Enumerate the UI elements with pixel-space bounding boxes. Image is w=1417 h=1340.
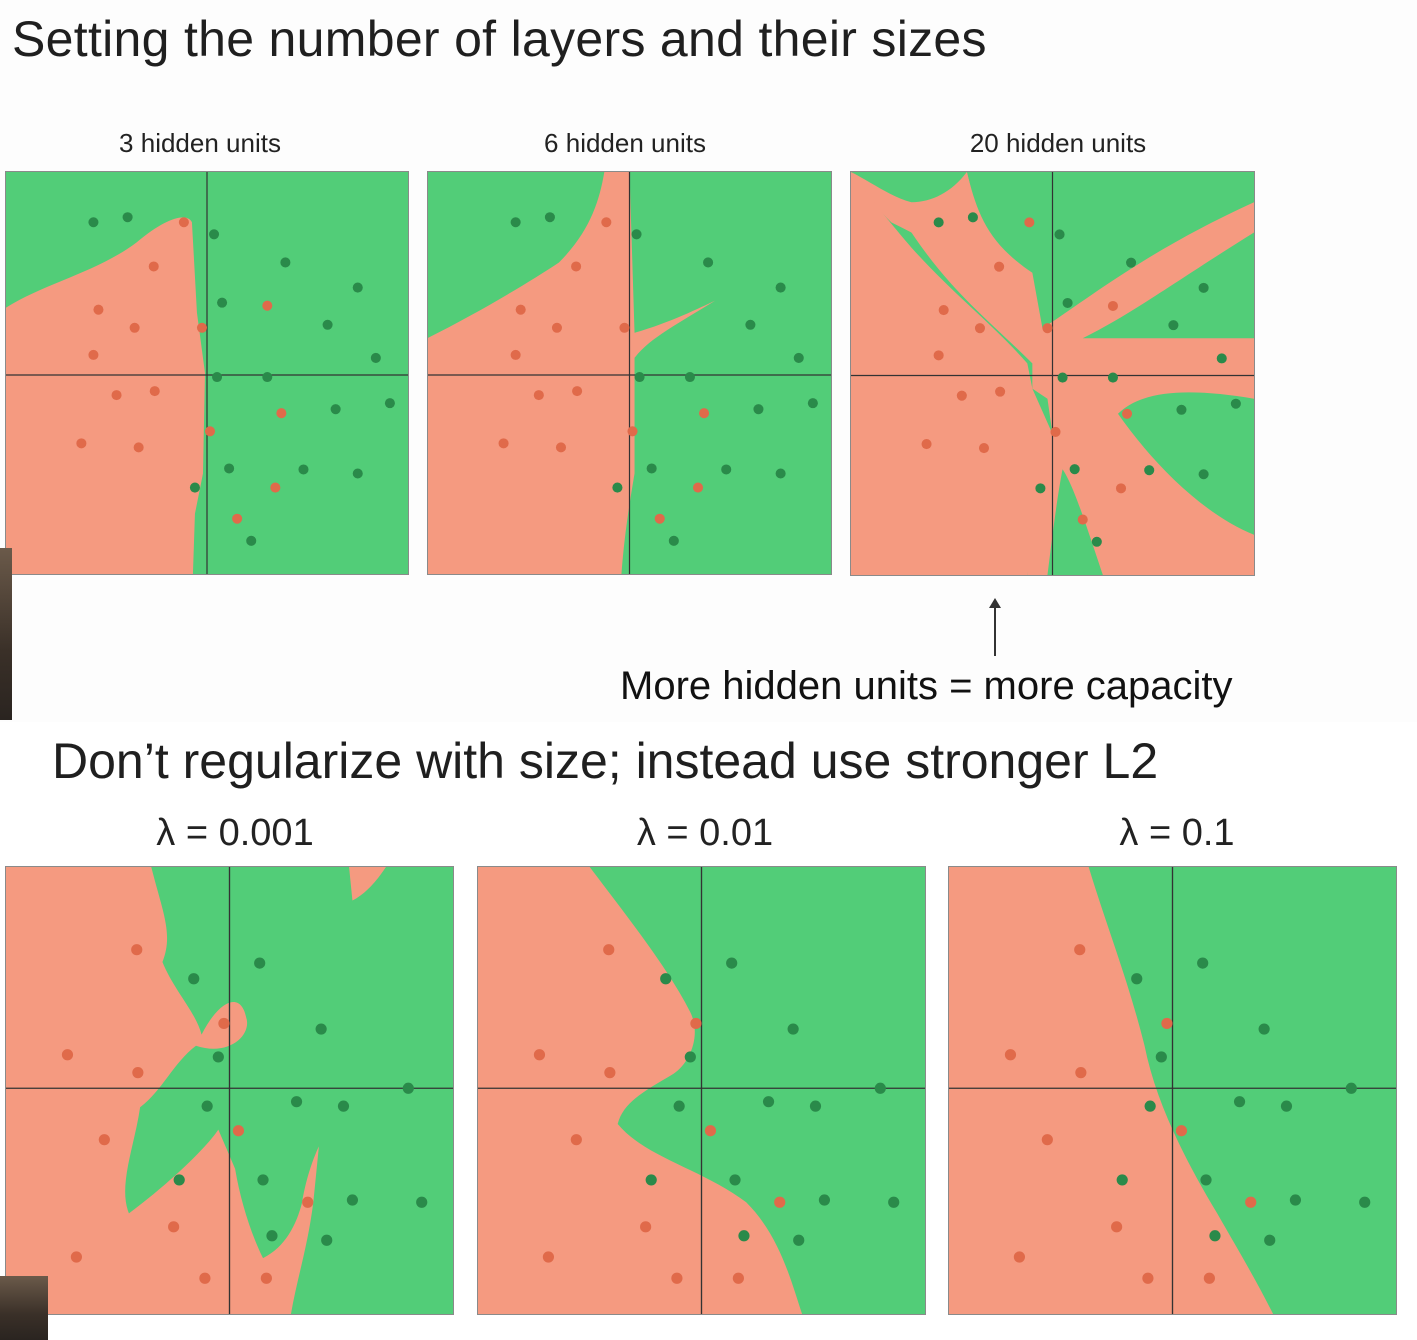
capacity-caption: More hidden units = more capacity	[620, 664, 1233, 708]
panel-label-6-hidden: 6 hidden units	[544, 128, 706, 158]
webcam-thumbnail-bottom	[0, 1276, 48, 1340]
up-arrow-icon	[989, 598, 1001, 656]
panel-label-3-hidden: 3 hidden units	[119, 128, 281, 158]
panel-label-lambda-001: λ = 0.01	[636, 812, 774, 854]
webcam-thumbnail-top	[0, 548, 12, 720]
slide-title-bottom: Don’t regularize with size; instead use …	[52, 733, 1159, 789]
panel-label-lambda-01: λ = 0.1	[1119, 812, 1235, 854]
decision-plot-3-hidden	[5, 171, 409, 575]
decision-plot-lambda-0001	[5, 866, 454, 1315]
panel-label-lambda-0001: λ = 0.001	[156, 812, 314, 854]
decision-plot-20-hidden	[850, 171, 1255, 576]
decision-plot-lambda-01	[948, 866, 1397, 1315]
decision-plot-lambda-001	[477, 866, 926, 1315]
decision-plot-6-hidden	[427, 171, 832, 575]
slide-title-top: Setting the number of layers and their s…	[12, 11, 987, 67]
panel-label-20-hidden: 20 hidden units	[969, 128, 1147, 158]
